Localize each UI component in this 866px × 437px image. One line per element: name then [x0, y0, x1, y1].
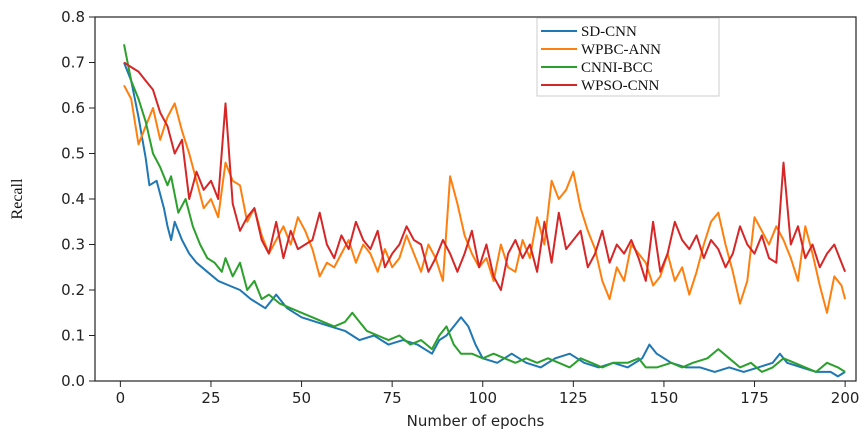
x-tick-label: 25 — [201, 389, 220, 407]
series-line-cnni-bcc — [123, 44, 846, 373]
legend-label-wpbc-ann: WPBC-ANN — [581, 42, 661, 58]
y-tick-label: 0.1 — [61, 327, 85, 345]
x-tick-label: 175 — [740, 389, 769, 407]
y-axis-ticks: 0.0 0.1 0.2 0.3 0.4 0.5 0.6 0.7 0.8 — [61, 8, 95, 390]
x-tick-label: 50 — [292, 389, 311, 407]
legend: SD-CNN WPBC-ANN CNNI-BCC WPSO-CNN — [536, 17, 720, 97]
legend-label-cnni-bcc: CNNI-BCC — [581, 60, 653, 76]
plot-area-frame — [94, 16, 857, 382]
x-tick-label: 150 — [650, 389, 679, 407]
y-tick-label: 0.5 — [61, 145, 85, 163]
y-tick-label: 0.4 — [61, 190, 85, 208]
legend-label-wpso-cnn: WPSO-CNN — [581, 78, 660, 94]
y-tick-label: 0.6 — [61, 99, 85, 117]
series-layer — [123, 44, 847, 378]
x-tick-label: 125 — [559, 389, 588, 407]
x-tick-label: 100 — [468, 389, 497, 407]
legend-box — [536, 17, 720, 97]
y-tick-label: 0.8 — [61, 8, 85, 26]
y-tick-label: 0.3 — [61, 236, 85, 254]
y-tick-label: 0.2 — [61, 281, 85, 299]
y-axis-label: Recall — [9, 178, 26, 219]
y-tick-label: 0.7 — [61, 54, 85, 72]
x-tick-label: 0 — [116, 389, 126, 407]
y-tick-label: 0.0 — [61, 372, 85, 390]
x-tick-label: 75 — [383, 389, 402, 407]
series-line-wpbc-ann — [123, 84, 847, 314]
x-tick-label: 200 — [831, 389, 860, 407]
x-axis-ticks: 0 25 50 75 100 125 150 175 200 — [116, 381, 860, 407]
x-axis-label: Number of epochs — [407, 412, 545, 430]
legend-label-sd-cnn: SD-CNN — [581, 24, 637, 40]
series-line-wpso-cnn — [123, 61, 847, 291]
series-line-sd-cnn — [123, 62, 846, 378]
